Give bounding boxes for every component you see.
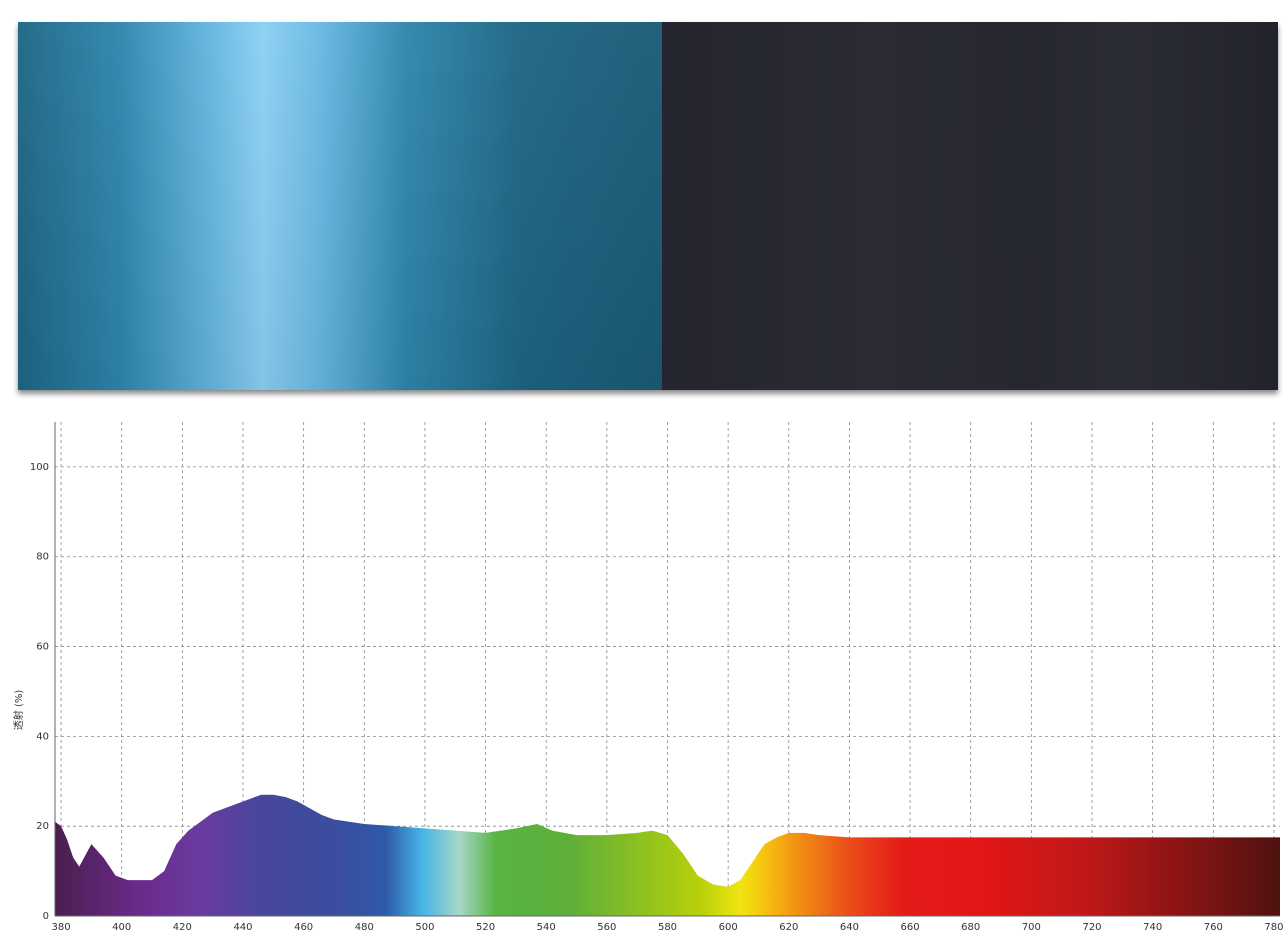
x-tick-label: 400 xyxy=(112,922,131,933)
series-area xyxy=(55,794,1280,916)
y-tick-label: 100 xyxy=(30,462,49,473)
x-axis: 380 400 420 440 460 480 500 520 540 560 580 600 620 6… xyxy=(52,922,1284,933)
x-tick-label: 620 xyxy=(779,922,798,933)
x-tick-label: 700 xyxy=(1022,922,1041,933)
x-tick-label: 540 xyxy=(537,922,556,933)
x-tick-label: 420 xyxy=(173,922,192,933)
x-tick-label: 440 xyxy=(233,922,252,933)
y-axis-label: 透射 (%) xyxy=(13,690,25,731)
x-tick-label: 760 xyxy=(1204,922,1223,933)
y-tick-label: 0 xyxy=(43,911,49,922)
x-tick-label: 460 xyxy=(294,922,313,933)
transmission-chart: 380 400 420 440 460 480 500 520 540 560 580 600 620 6… xyxy=(0,410,1285,940)
axes xyxy=(54,422,1280,917)
x-tick-label: 500 xyxy=(415,922,434,933)
y-tick-label: 40 xyxy=(36,731,49,742)
x-tick-label: 560 xyxy=(597,922,616,933)
x-tick-label: 720 xyxy=(1082,922,1101,933)
x-tick-label: 680 xyxy=(961,922,980,933)
y-tick-label: 20 xyxy=(36,821,49,832)
x-tick-label: 580 xyxy=(658,922,677,933)
color-swatch-panel xyxy=(18,22,1278,390)
y-tick-label: 60 xyxy=(36,642,49,653)
x-tick-label: 660 xyxy=(901,922,920,933)
x-tick-label: 780 xyxy=(1264,922,1283,933)
y-tick-label: 80 xyxy=(36,552,49,563)
x-tick-label: 740 xyxy=(1143,922,1162,933)
x-tick-label: 480 xyxy=(355,922,374,933)
y-axis: 0 20 40 60 80 100 xyxy=(30,462,49,922)
dark-swatch xyxy=(662,22,1278,390)
x-tick-label: 520 xyxy=(476,922,495,933)
x-tick-label: 600 xyxy=(719,922,738,933)
blue-swatch xyxy=(18,22,662,390)
x-tick-label: 380 xyxy=(52,922,71,933)
x-tick-label: 640 xyxy=(840,922,859,933)
chart-svg: 380 400 420 440 460 480 500 520 540 560 580 600 620 6… xyxy=(0,410,1285,940)
